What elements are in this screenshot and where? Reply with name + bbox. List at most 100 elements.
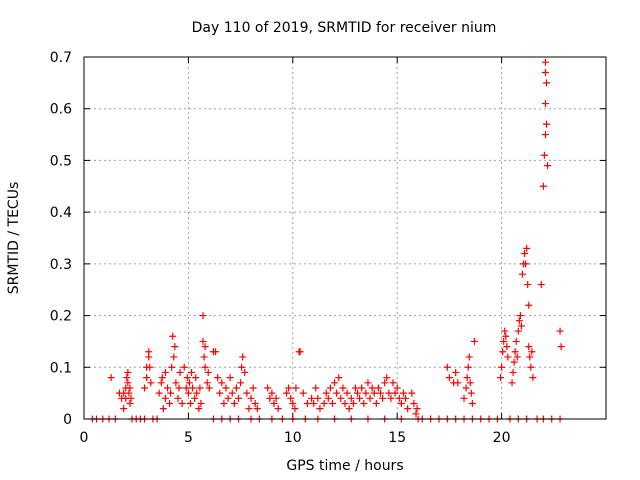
data-point: [541, 58, 549, 66]
y-tick-label: 0.1: [50, 360, 72, 376]
ticks: 0 5 10 15 20 0 0.1 0.2 0.3 0.4 0.5 0.6 0.7: [50, 50, 606, 446]
data-point: [387, 394, 395, 402]
data-point: [230, 399, 238, 407]
x-tick-label: 10: [284, 430, 302, 446]
data-point: [541, 100, 549, 108]
data-point: [498, 363, 506, 371]
data-point: [502, 332, 510, 340]
data-point: [542, 120, 550, 128]
grid: [84, 57, 606, 419]
data-point: [525, 343, 533, 351]
data-point: [172, 379, 180, 387]
data-point: [147, 379, 155, 387]
data-point: [517, 322, 525, 330]
y-tick-label: 0.3: [50, 257, 72, 273]
data-point: [224, 394, 232, 402]
data-point: [465, 353, 473, 361]
data-point: [512, 337, 520, 345]
data-point: [528, 348, 536, 356]
data-point: [218, 379, 226, 387]
x-tick-label: 0: [80, 430, 89, 446]
data-point: [372, 399, 380, 407]
data-point: [413, 405, 421, 413]
data-point: [509, 368, 517, 376]
data-point: [253, 405, 261, 413]
data-point: [251, 399, 259, 407]
data-point: [463, 374, 471, 382]
data-point: [216, 389, 224, 397]
data-point: [381, 379, 389, 387]
y-tick-label: 0.6: [50, 102, 72, 118]
data-point: [399, 389, 407, 397]
x-tick-label: 20: [493, 430, 511, 446]
data-point: [539, 182, 547, 190]
data-point: [299, 389, 307, 397]
data-point: [125, 389, 133, 397]
data-point: [161, 394, 169, 402]
data-point: [143, 374, 151, 382]
data-point: [226, 374, 234, 382]
data-point: [529, 374, 537, 382]
data-point: [376, 389, 384, 397]
data-point: [124, 368, 132, 376]
data-point: [326, 384, 334, 392]
data-point: [356, 394, 364, 402]
data-point: [526, 353, 534, 361]
data-point: [168, 363, 176, 371]
data-point: [504, 353, 512, 361]
data-point: [500, 337, 508, 345]
chart-title: Day 110 of 2019, SRMTID for receiver niu…: [192, 20, 497, 36]
data-point: [464, 363, 472, 371]
data-point: [522, 260, 530, 268]
data-point: [199, 312, 207, 320]
data-point: [141, 384, 149, 392]
data-point: [333, 389, 341, 397]
data-point: [203, 379, 211, 387]
plot-frame: [83, 56, 607, 420]
data-point: [364, 379, 372, 387]
data-point: [343, 389, 351, 397]
data-point: [176, 368, 184, 376]
data-point: [272, 394, 280, 402]
data-point: [266, 394, 274, 402]
data-point: [270, 399, 278, 407]
data-point: [374, 384, 382, 392]
data-point: [171, 343, 179, 351]
data-point: [192, 374, 200, 382]
data-point: [166, 399, 174, 407]
data-point: [200, 353, 208, 361]
data-point: [285, 384, 293, 392]
data-point: [107, 374, 115, 382]
data-point: [499, 348, 507, 356]
data-point: [331, 379, 339, 387]
data-point: [287, 394, 295, 402]
data-point: [310, 399, 318, 407]
data-point: [393, 384, 401, 392]
data-point: [362, 389, 370, 397]
data-point: [527, 363, 535, 371]
data-point: [185, 379, 193, 387]
y-tick-label: 0.7: [50, 50, 72, 66]
y-tick-label: 0.2: [50, 309, 72, 325]
data-point: [358, 384, 366, 392]
data-point: [264, 384, 272, 392]
data-point: [408, 389, 416, 397]
data-point: [164, 384, 172, 392]
data-point: [292, 384, 300, 392]
data-point: [191, 394, 199, 402]
data-point: [274, 405, 282, 413]
data-point: [120, 405, 128, 413]
x-tick-label: 15: [388, 430, 406, 446]
data-point: [524, 281, 532, 289]
data-point: [395, 394, 403, 402]
data-point: [497, 374, 505, 382]
data-point: [167, 389, 175, 397]
data-point: [397, 399, 405, 407]
data-point: [197, 399, 205, 407]
data-point: [195, 405, 203, 413]
data-point: [402, 394, 410, 402]
data-point: [345, 405, 353, 413]
data-point: [391, 389, 399, 397]
data-point: [249, 384, 257, 392]
data-point: [445, 374, 453, 382]
